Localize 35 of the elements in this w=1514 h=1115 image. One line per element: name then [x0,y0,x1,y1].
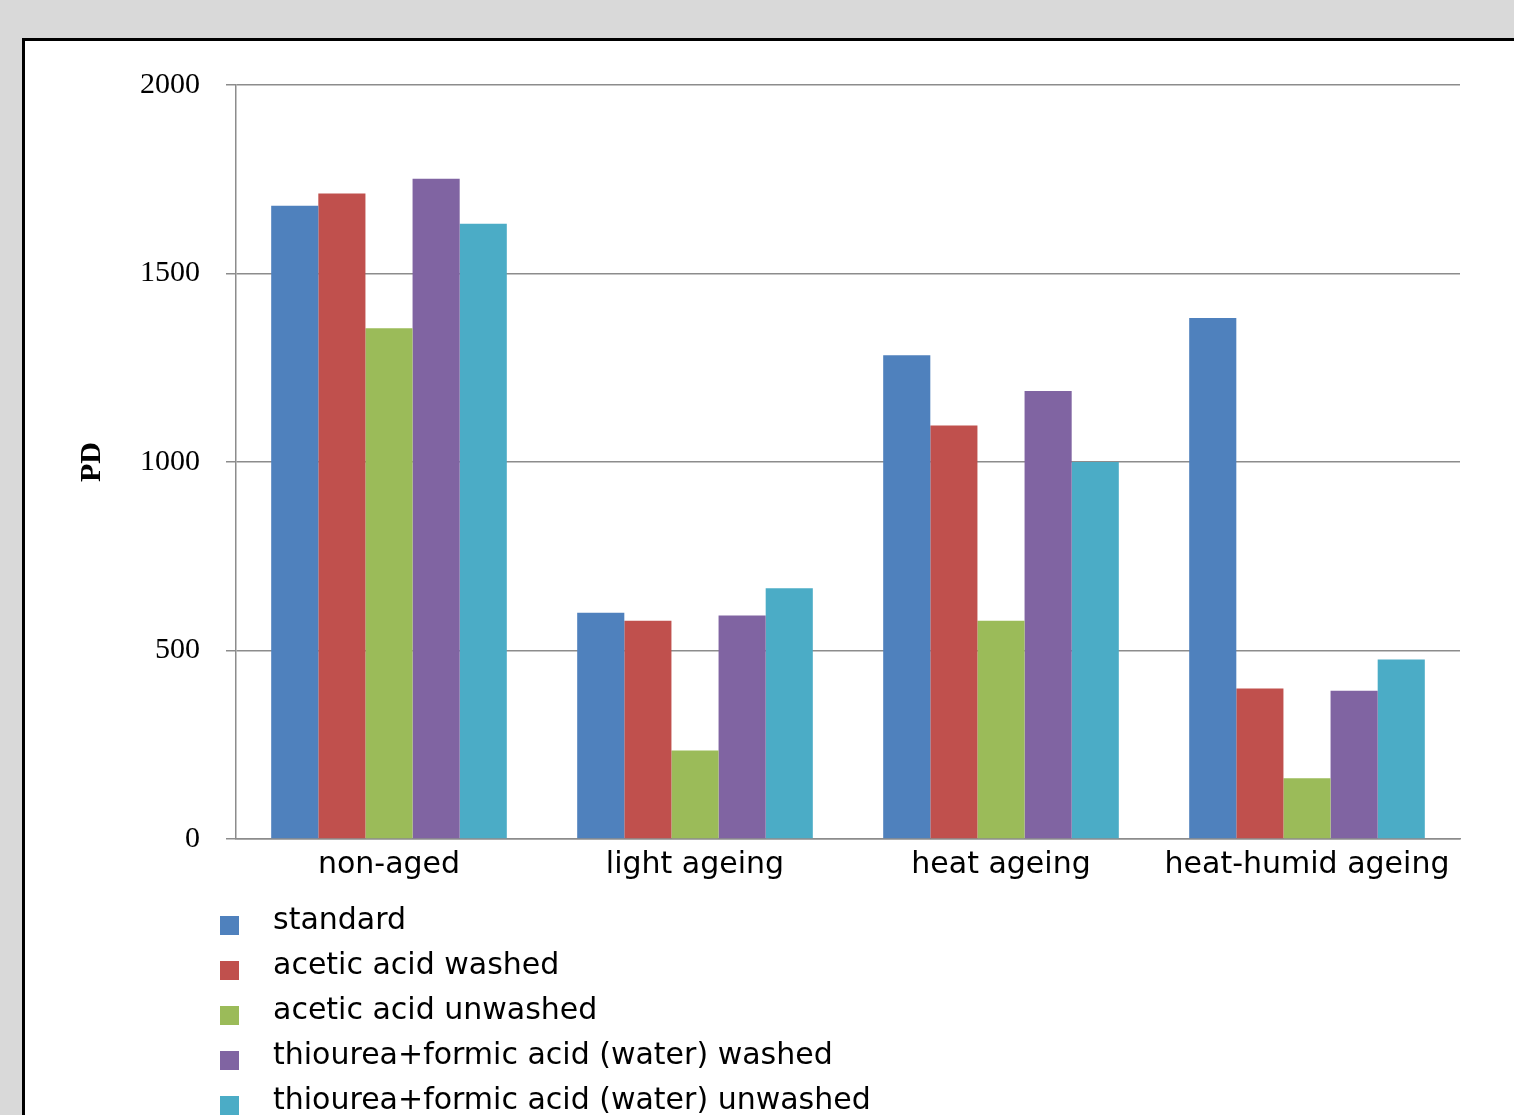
bar [1071,462,1119,839]
bar [1189,317,1237,839]
bar [977,620,1025,839]
bar [365,328,413,839]
bar [883,355,931,839]
bar [459,223,507,839]
legend-label: thiourea+formic acid (water) washed [273,1036,833,1071]
x-tick-label: light ageing [605,844,785,880]
x-tick-label: heat ageing [911,844,1091,880]
bar [577,612,625,839]
y-tick-label: 1000 [140,442,200,476]
bar [718,615,766,839]
y-tick-label: 2000 [140,65,200,99]
bar [1377,659,1425,839]
bar [671,750,719,839]
bar [765,588,813,839]
bar [1330,690,1378,839]
bar [930,425,978,839]
bar [624,620,672,839]
y-tick-label: 1500 [140,254,200,288]
legend-label: thiourea+formic acid (water) unwashed [273,1081,871,1115]
legend-label: acetic acid washed [273,946,560,981]
bar [412,178,460,839]
y-axis-title: PD [72,442,106,482]
x-tick-label: non-aged [317,844,461,880]
y-tick-label: 500 [155,631,200,665]
legend-label: standard [273,901,407,936]
bar [1024,391,1072,839]
y-tick-label: 0 [185,819,200,853]
bar [271,205,319,839]
x-tick-label: heat-humid ageing [1164,844,1450,880]
bar [318,193,366,839]
bar [1236,688,1284,839]
legend-label: acetic acid unwashed [273,991,598,1026]
bar [1283,778,1331,839]
